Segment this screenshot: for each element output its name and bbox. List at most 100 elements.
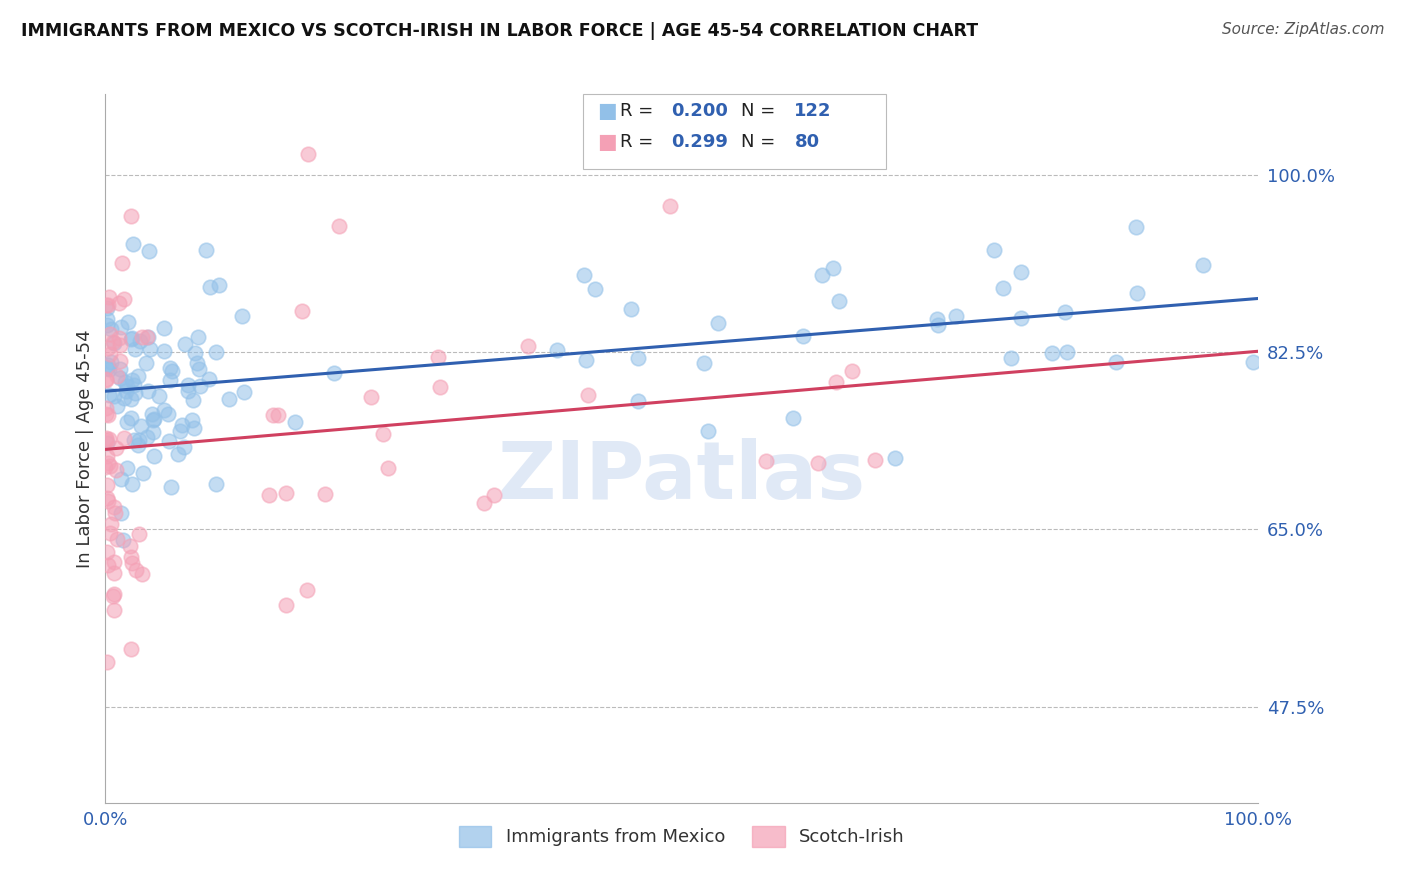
Point — [516, 339, 538, 353]
Point — [120, 539, 142, 553]
Point — [128, 334, 150, 348]
Point — [1241, 355, 1264, 369]
Point — [97, 433, 120, 447]
Point — [129, 419, 152, 434]
Point — [97, 298, 120, 312]
Point — [991, 281, 1014, 295]
Point — [117, 460, 139, 475]
Point — [276, 486, 298, 500]
Point — [360, 390, 382, 404]
Text: N =: N = — [741, 103, 780, 120]
Point — [208, 278, 231, 293]
Point — [136, 329, 159, 343]
Point — [195, 244, 218, 258]
Point — [1040, 346, 1063, 360]
Point — [94, 432, 117, 446]
Point — [96, 311, 118, 326]
Point — [153, 344, 176, 359]
Point — [103, 500, 125, 515]
Point — [94, 371, 117, 385]
Point — [120, 332, 142, 346]
Point — [792, 329, 814, 343]
Point — [105, 442, 128, 456]
Point — [927, 311, 949, 326]
Point — [112, 431, 135, 445]
Point — [120, 550, 142, 565]
Point — [94, 373, 117, 387]
Point — [187, 362, 209, 376]
Point — [97, 362, 120, 376]
Text: ■: ■ — [598, 132, 617, 152]
Point — [96, 407, 118, 421]
Point — [295, 582, 318, 597]
Point — [824, 375, 846, 389]
Point — [121, 477, 143, 491]
Point — [100, 355, 122, 369]
Point — [128, 527, 150, 541]
Point — [122, 378, 145, 392]
Point — [124, 386, 146, 401]
Point — [696, 424, 718, 438]
Text: R =: R = — [620, 133, 659, 151]
Point — [173, 440, 195, 454]
Point — [103, 389, 125, 403]
Point — [94, 401, 117, 415]
Point — [181, 392, 204, 407]
Point — [135, 430, 157, 444]
Point — [328, 219, 350, 234]
Point — [142, 449, 165, 463]
Point — [166, 447, 188, 461]
Point — [274, 599, 297, 613]
Y-axis label: In Labor Force | Age 45-54: In Labor Force | Age 45-54 — [76, 329, 94, 567]
Point — [139, 343, 162, 357]
Point — [120, 641, 142, 656]
Point — [108, 371, 131, 385]
Point — [883, 450, 905, 465]
Point — [105, 368, 128, 383]
Point — [314, 487, 336, 501]
Point — [125, 563, 148, 577]
Point — [108, 338, 131, 352]
Point — [112, 533, 135, 547]
Point — [284, 415, 307, 429]
Point — [103, 336, 125, 351]
Point — [96, 477, 118, 491]
Point — [107, 532, 129, 546]
Point — [267, 408, 290, 422]
Point — [97, 558, 120, 572]
Point — [782, 411, 804, 425]
Point — [583, 283, 606, 297]
Text: 0.200: 0.200 — [671, 103, 727, 120]
Point — [659, 198, 682, 212]
Point — [821, 260, 844, 275]
Point — [159, 373, 181, 387]
Point — [131, 566, 153, 581]
Point — [96, 301, 118, 315]
Point — [576, 388, 599, 402]
Point — [107, 296, 129, 310]
Point — [132, 466, 155, 480]
Point — [110, 320, 132, 334]
Point — [94, 460, 117, 475]
Point — [1000, 351, 1022, 365]
Point — [186, 356, 208, 370]
Point — [159, 360, 181, 375]
Point — [97, 409, 120, 423]
Point — [183, 345, 205, 359]
Point — [141, 408, 163, 422]
Text: ZIPatlas: ZIPatlas — [498, 438, 866, 516]
Point — [98, 290, 121, 304]
Point — [429, 380, 451, 394]
Text: IMMIGRANTS FROM MEXICO VS SCOTCH-IRISH IN LABOR FORCE | AGE 45-54 CORRELATION CH: IMMIGRANTS FROM MEXICO VS SCOTCH-IRISH I… — [21, 22, 979, 40]
Point — [101, 334, 124, 349]
Point — [112, 392, 135, 406]
Point — [707, 316, 730, 330]
Point — [100, 516, 122, 531]
Point — [142, 413, 165, 427]
Point — [169, 424, 191, 438]
Point — [104, 462, 127, 476]
Point — [1126, 285, 1149, 300]
Point — [1053, 305, 1076, 319]
Text: Source: ZipAtlas.com: Source: ZipAtlas.com — [1222, 22, 1385, 37]
Point — [188, 379, 211, 393]
